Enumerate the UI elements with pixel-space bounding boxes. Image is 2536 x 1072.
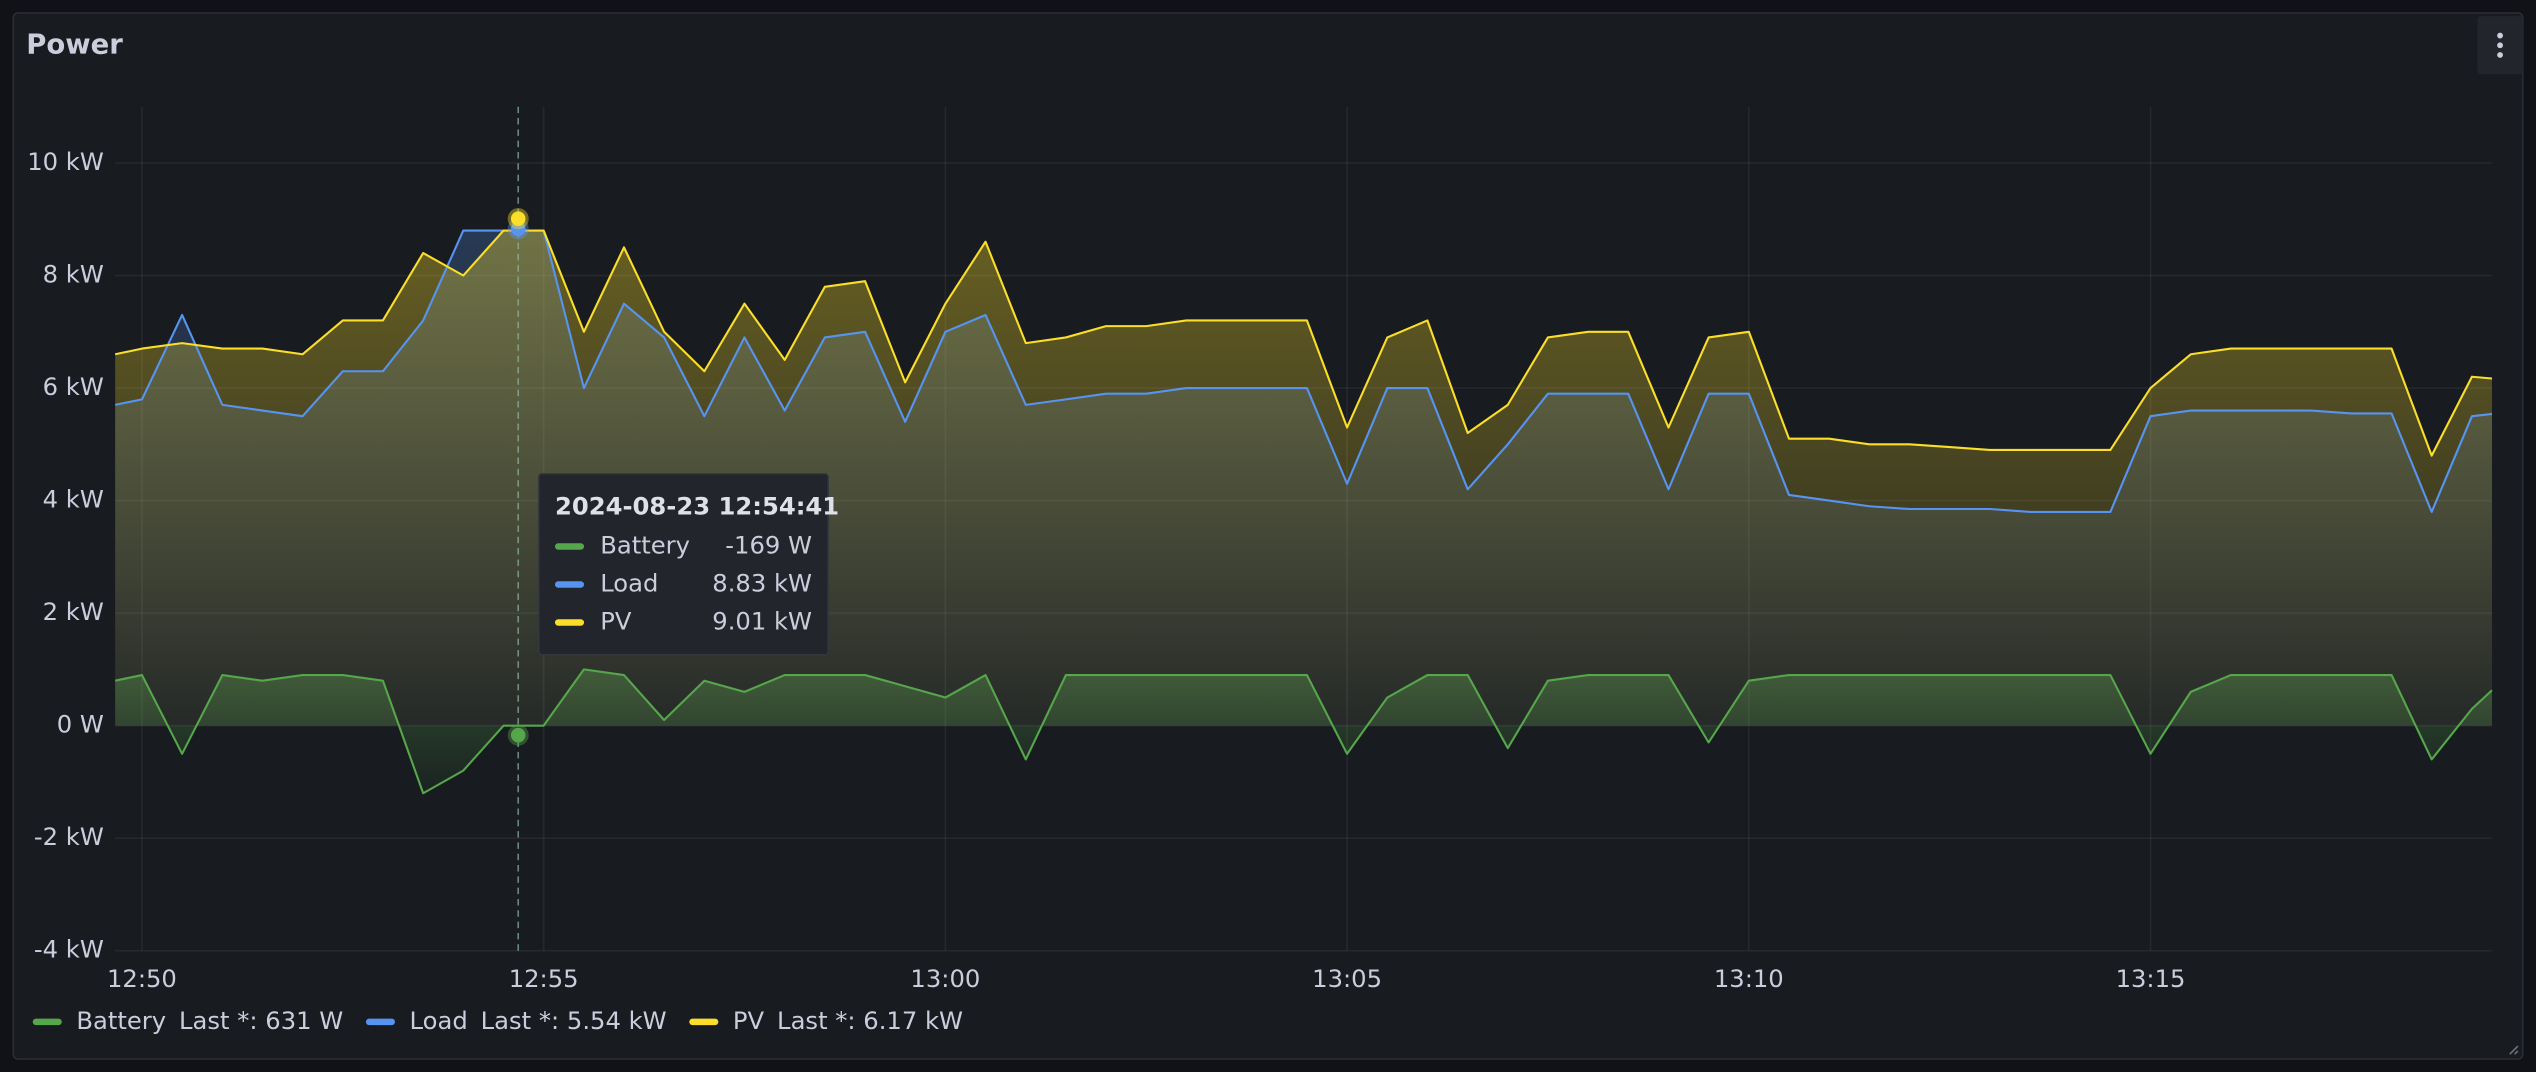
resize-handle[interactable] [2509,1045,2519,1055]
lines [114,229,2493,795]
tooltip-swatch [554,543,585,550]
y-tick-label: -2 kW [34,822,104,851]
y-tick-label: 8 kW [43,260,104,289]
legend-stat: Last *: 631 W [179,1006,343,1035]
series-line [114,229,2493,457]
menu-dot [2497,32,2503,39]
x-tick-label: 13:10 [1714,964,1784,993]
hover [507,106,529,951]
menu-dot [2497,42,2503,49]
y-tick-label: 0 W [57,710,104,739]
axis-labels: -4 kW -2 kW 0 W 2 kW 4 kW 6 kW 8 kW 10 kW 12:50 1… [27,147,2185,993]
tooltip-value: -169 W [725,531,812,560]
x-tick-label: 12:50 [107,964,177,993]
legend-swatch[interactable] [689,1018,719,1026]
panel-title: Power [26,28,123,60]
y-tick-label: 10 kW [27,147,104,176]
panel-menu[interactable] [2477,16,2523,75]
legend-stat: Last *: 5.54 kW [481,1006,667,1035]
hover-point [507,208,529,230]
tooltip-swatch [554,619,585,626]
tooltip: 2024-08-23 12:54:41 Battery -169 W Load 8.83… [537,472,839,656]
legend-label[interactable]: Load [410,1006,468,1035]
tooltip-time: 2024-08-23 12:54:41 [555,492,839,521]
tooltip-value: 8.83 kW [712,569,812,598]
y-tick-label: 4 kW [43,485,104,514]
tooltip-series: Battery [600,531,690,560]
y-tick-label: 2 kW [43,597,104,626]
x-tick-label: 13:05 [1312,964,1382,993]
x-tick-label: 13:15 [2116,964,2186,993]
legend-label[interactable]: PV [733,1006,765,1035]
x-tick-label: 13:00 [910,964,980,993]
legend: Battery Last *: 631 W Load Last *: 5.54 kW P… [32,1006,963,1035]
tooltip-series: Load [600,569,658,598]
legend-stat: Last *: 6.17 kW [777,1006,963,1035]
y-tick-label: -4 kW [34,935,104,964]
series-line [114,668,2493,795]
legend-swatch[interactable] [365,1018,395,1026]
tooltip-swatch [554,581,585,588]
tooltip-value: 9.01 kW [712,607,812,636]
legend-swatch[interactable] [32,1018,62,1026]
legend-label[interactable]: Battery [76,1006,166,1035]
x-tick-label: 12:55 [509,964,579,993]
y-tick-label: 6 kW [43,372,104,401]
hover-point [507,724,529,746]
tooltip-series: PV [600,607,632,636]
menu-dot [2497,52,2503,58]
tooltip-box [537,472,830,656]
